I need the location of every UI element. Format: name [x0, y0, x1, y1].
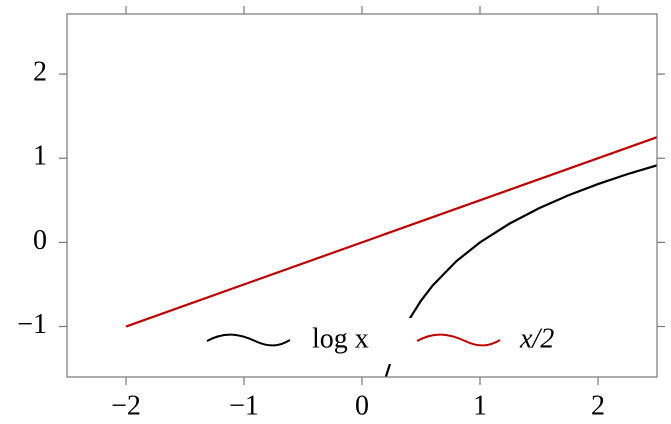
x-tick-label: 2: [591, 390, 605, 421]
plot-frame: [66, 13, 658, 378]
x-tick-label: −1: [229, 390, 259, 421]
y-tick-label: 2: [33, 57, 47, 88]
legend-box: [196, 318, 590, 364]
x-tick-label: −2: [111, 390, 141, 421]
legend-label: log x: [312, 323, 369, 354]
y-tick-label: 0: [33, 225, 47, 256]
legend-label: x/2: [519, 323, 554, 354]
legend: log x x/2: [196, 318, 590, 364]
x-tick-label: 1: [473, 390, 487, 421]
y-tick-label: −1: [17, 309, 47, 340]
x-tick-label: 0: [355, 390, 369, 421]
y-tick-label: 1: [33, 141, 47, 172]
series-line: [125, 136, 657, 328]
legend-swatch: [206, 333, 291, 347]
legend-swatch: [416, 333, 501, 347]
